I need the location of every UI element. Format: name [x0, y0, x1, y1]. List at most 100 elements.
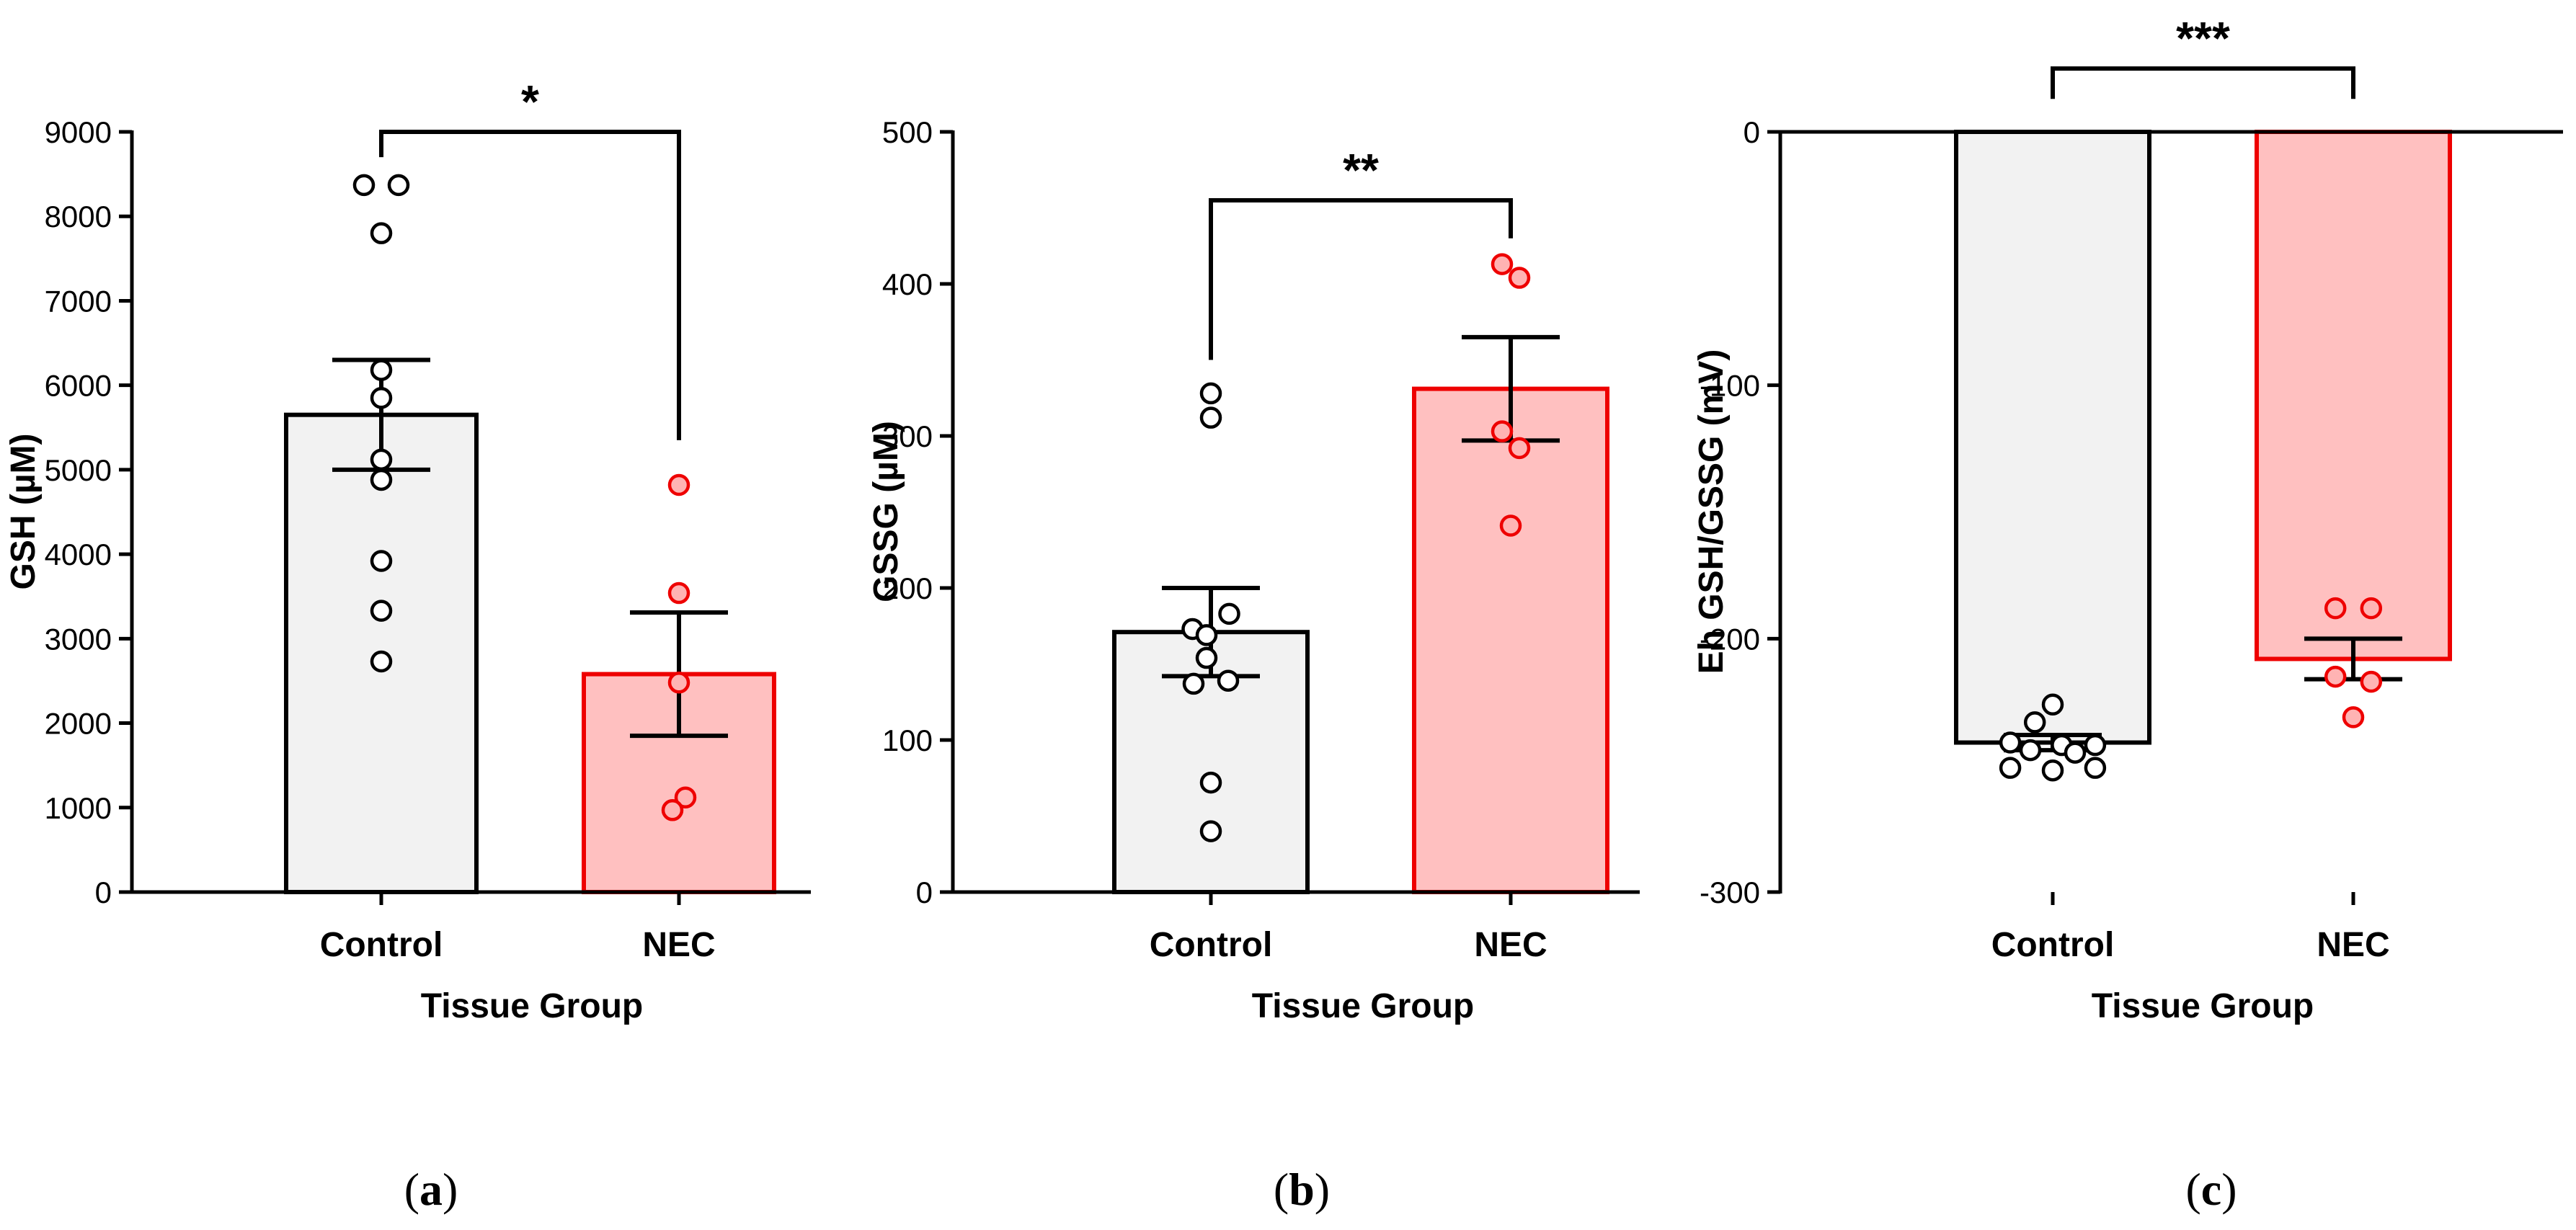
data-point-nec — [661, 799, 684, 821]
data-point-nec — [1508, 267, 1531, 289]
data-point-control — [1199, 820, 1222, 842]
data-point-nec — [2342, 706, 2365, 728]
x-axis-title: Tissue Group — [2092, 987, 2314, 1025]
category-label-nec: NEC — [2317, 926, 2389, 964]
panel-label-close: ) — [443, 1164, 458, 1215]
y-tick-label: 5000 — [45, 453, 112, 487]
y-tick-label: 200 — [882, 571, 933, 605]
category-label-nec: NEC — [642, 926, 715, 964]
data-point-control — [2023, 711, 2046, 734]
data-point-control — [1199, 771, 1222, 794]
panel-label-open: ( — [2185, 1164, 2200, 1215]
y-tick-label: 100 — [882, 723, 933, 757]
panel-label: (a) — [404, 1164, 458, 1215]
bar-nec — [2255, 130, 2452, 661]
y-tick-label: -300 — [1700, 875, 1760, 909]
category-label-nec: NEC — [1474, 926, 1547, 964]
data-point-nec — [2360, 597, 2383, 620]
data-point-nec — [1491, 253, 1514, 275]
data-point-control — [370, 222, 393, 244]
significance-marker: ** — [1343, 144, 1379, 196]
y-tick-label: 2000 — [45, 707, 112, 741]
data-point-control — [370, 600, 393, 622]
category-label-control: Control — [1991, 926, 2115, 964]
data-point-control — [1217, 669, 1240, 692]
y-tick-label: 9000 — [45, 115, 112, 149]
significance-bracket — [379, 130, 681, 440]
y-tick-label: 300 — [882, 419, 933, 453]
x-axis-title: Tissue Group — [421, 987, 644, 1025]
panel-label-open: ( — [404, 1164, 419, 1215]
data-point-control — [370, 387, 393, 409]
data-point-control — [1199, 382, 1222, 405]
panel-label-open: ( — [1274, 1164, 1289, 1215]
y-tick-label: 500 — [882, 115, 933, 149]
panel-label-letter: c — [2201, 1164, 2221, 1215]
bar-nec — [1412, 386, 1609, 894]
y-tick-label: 0 — [916, 875, 933, 909]
data-point-nec — [667, 581, 690, 605]
data-point-nec — [667, 672, 690, 694]
data-point-control — [352, 174, 376, 197]
data-point-control — [1182, 672, 1205, 695]
data-point-nec — [667, 473, 690, 496]
category-label-control: Control — [320, 926, 443, 964]
data-point-control — [1195, 624, 1218, 646]
data-point-control — [2084, 757, 2107, 779]
y-tick-label: -200 — [1700, 622, 1760, 656]
data-point-nec — [2324, 597, 2347, 620]
data-point-nec — [1491, 420, 1514, 442]
y-tick-label: 7000 — [45, 284, 112, 318]
data-point-control — [1199, 406, 1222, 429]
y-axis-title: Eh GSH/GSSG (mV) — [1692, 349, 1731, 674]
data-point-control — [370, 448, 393, 471]
panel-label-close: ) — [1315, 1164, 1330, 1215]
data-point-control — [2064, 741, 2087, 764]
data-point-nec — [1508, 437, 1531, 460]
panel-label: (b) — [1274, 1164, 1330, 1215]
panel-label-letter: b — [1289, 1164, 1315, 1215]
data-point-control — [1999, 757, 2022, 779]
data-point-control — [370, 650, 393, 673]
data-point-control — [370, 359, 393, 381]
y-tick-label: 400 — [882, 267, 933, 301]
data-point-nec — [2324, 665, 2347, 688]
y-tick-label: 1000 — [45, 791, 112, 825]
y-tick-label: 6000 — [45, 369, 112, 403]
significance-bracket — [1209, 197, 1513, 360]
y-tick-label: 8000 — [45, 200, 112, 233]
y-axis-title: GSSG (µM) — [867, 421, 905, 602]
data-point-control — [2084, 734, 2107, 757]
y-tick-label: 0 — [1744, 115, 1760, 149]
data-point-control — [1218, 602, 1240, 625]
x-axis-title: Tissue Group — [1252, 987, 1475, 1025]
data-point-control — [2041, 759, 2064, 782]
panel-label: (c) — [2185, 1164, 2237, 1215]
panel-label-letter: a — [419, 1164, 443, 1215]
significance-marker: * — [521, 76, 539, 128]
panel-label-close: ) — [2221, 1164, 2237, 1215]
y-tick-label: 4000 — [45, 538, 112, 571]
category-label-control: Control — [1150, 926, 1273, 964]
y-axis-title: GSH (µM) — [4, 434, 43, 590]
panel-a: 0 1000 2000 3000 4000 5000 6000 7000 8000 9000 Con… — [4, 76, 811, 1215]
data-point-control — [1999, 731, 2022, 754]
y-tick-label: 0 — [95, 875, 112, 909]
data-point-control — [1195, 646, 1218, 669]
data-point-control — [370, 550, 393, 572]
data-point-control — [2019, 739, 2042, 762]
data-point-control — [2041, 693, 2064, 716]
data-point-nec — [674, 786, 697, 808]
y-tick-label: 3000 — [45, 622, 112, 656]
data-point-nec — [1499, 514, 1522, 537]
significance-bracket — [2051, 66, 2355, 99]
significance-marker: *** — [2176, 12, 2230, 64]
data-point-nec — [2360, 670, 2383, 693]
bar-control — [1954, 130, 2151, 745]
data-point-control — [387, 174, 410, 197]
y-tick-label: -100 — [1700, 369, 1760, 403]
data-point-control — [370, 468, 393, 491]
panel-b: 0 100 200 300 400 500 Control NEC Tissue Group GS… — [867, 115, 1640, 1215]
